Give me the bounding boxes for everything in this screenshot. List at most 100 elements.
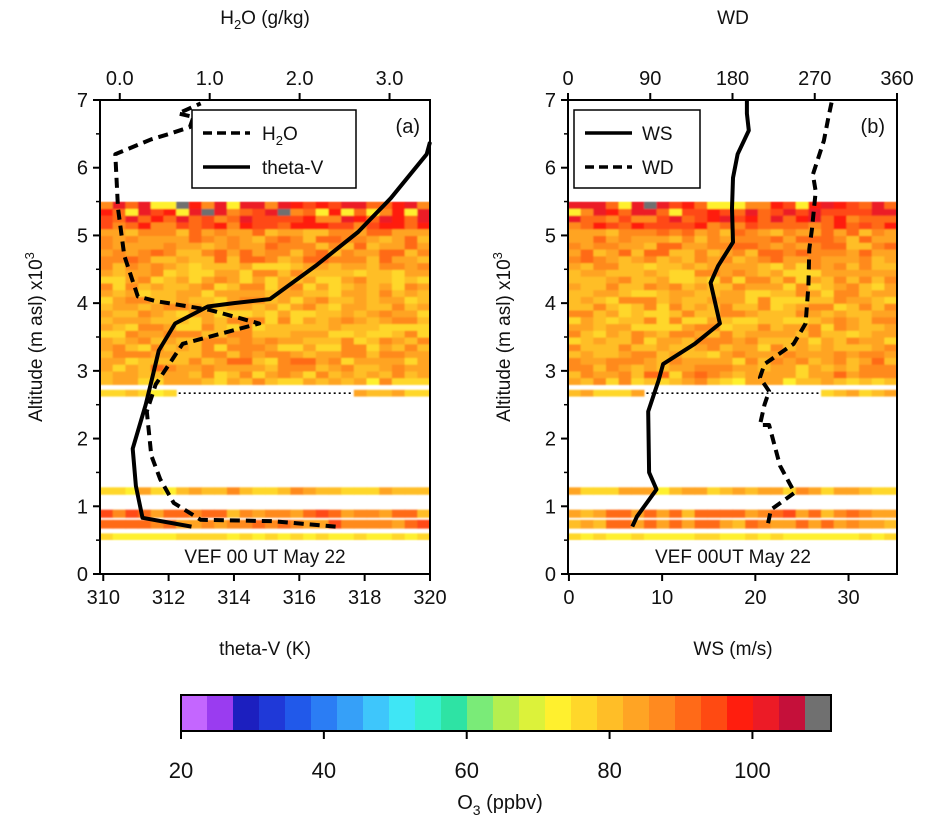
y-tick-label: 7	[545, 90, 556, 112]
panel-a-frame	[99, 99, 431, 575]
x-tick-label: 10	[651, 587, 673, 609]
panel-b-y-axis-title: Altitude (m asl) x103	[490, 252, 515, 422]
panel-a-top-axis-title: H2O (g/kg)	[220, 8, 310, 32]
panel-a-label: (a)	[396, 116, 420, 138]
colorbar-cell	[363, 695, 390, 731]
colorbar-cell	[649, 695, 676, 731]
y-tick-label: 2	[545, 429, 556, 451]
panel-b-top-axis-title: WD	[717, 8, 749, 29]
y-tick-label: 3	[77, 361, 88, 383]
colorbar-cell	[727, 695, 754, 731]
colorbar-cell	[415, 695, 442, 731]
legend-label-ws: WS	[642, 124, 673, 145]
colorbar-cell	[493, 695, 520, 731]
top-tick-label: 2.0	[286, 68, 314, 90]
top-tick-label: 0	[562, 68, 573, 90]
panel-b-series	[630, 99, 835, 528]
panel-a-legend-box	[191, 109, 357, 189]
y-tick-label: 3	[545, 361, 556, 383]
panel-a-legend: H2O theta-V	[191, 109, 357, 189]
colorbar-cell	[467, 695, 494, 731]
panel-b-x-axis-title: WS (m/s)	[693, 639, 772, 660]
colorbar-cell	[285, 695, 312, 731]
panel-a-ticks: 0 1 2 3 4 5 6 7 310 312 314 316 318 320 0.0 1.0 2.0 3.0	[77, 68, 447, 609]
colorbar-tick-label: 80	[597, 758, 621, 783]
panel-a-annotation: VEF 00 UT May 22	[184, 547, 345, 568]
panel-a-x-axis-title: theta-V (K)	[219, 639, 311, 660]
legend-label-theta-v: theta-V	[262, 158, 324, 179]
colorbar-cell	[597, 695, 624, 731]
series-h2o-line	[113, 101, 336, 529]
colorbar-cell	[779, 695, 806, 731]
series-wd-line	[757, 99, 835, 524]
panel-b-annotation: VEF 00UT May 22	[655, 547, 811, 568]
panel-b-legend-box	[573, 109, 701, 189]
y-tick-label: 2	[77, 429, 88, 451]
x-tick-label: 318	[348, 587, 381, 609]
colorbar-cell	[701, 695, 728, 731]
series-ws-line	[630, 100, 751, 528]
top-tick-label: 180	[716, 68, 749, 90]
y-tick-label: 5	[545, 225, 556, 247]
top-tick-label: 1.0	[196, 68, 224, 90]
colorbar-cells	[181, 695, 831, 731]
colorbar-tick-label: 40	[312, 758, 336, 783]
x-tick-label: 314	[217, 587, 250, 609]
y-tick-label: 5	[77, 225, 88, 247]
x-tick-label: 0	[563, 587, 574, 609]
colorbar-cell	[519, 695, 546, 731]
colorbar-ticks: 20 40 60 80 100	[169, 731, 771, 783]
legend-label-wd: WD	[642, 158, 674, 179]
y-tick-label: 6	[77, 158, 88, 180]
y-tick-label: 4	[545, 293, 556, 315]
top-tick-label: 360	[880, 68, 913, 90]
series-theta-v-line	[130, 141, 432, 529]
panel-b-frame	[567, 99, 898, 575]
y-tick-label: 4	[77, 293, 88, 315]
colorbar-frame	[180, 694, 832, 732]
colorbar-tick-label: 20	[169, 758, 193, 783]
x-tick-label: 20	[744, 587, 766, 609]
colorbar-cell	[181, 695, 208, 731]
x-tick-label: 320	[413, 587, 446, 609]
colorbar-cell	[675, 695, 702, 731]
y-tick-label: 0	[545, 564, 556, 586]
y-tick-label: 7	[77, 90, 88, 112]
panel-b-legend: WS WD	[573, 109, 701, 189]
top-tick-label: 90	[639, 68, 661, 90]
top-tick-label: 270	[798, 68, 831, 90]
colorbar-cell	[233, 695, 260, 731]
colorbar-cell	[805, 695, 831, 731]
colorbar-cell	[337, 695, 364, 731]
top-tick-label: 3.0	[376, 68, 404, 90]
colorbar-cell	[389, 695, 416, 731]
y-tick-label: 1	[545, 496, 556, 518]
colorbar-title: O3 (ppbv)	[457, 792, 543, 818]
colorbar-tick-label: 100	[734, 758, 771, 783]
x-tick-label: 30	[837, 587, 859, 609]
x-tick-label: 310	[87, 587, 120, 609]
y-tick-label: 6	[545, 158, 556, 180]
x-tick-label: 312	[152, 587, 185, 609]
colorbar-cell	[207, 695, 234, 731]
colorbar-cell	[259, 695, 286, 731]
y-tick-label: 0	[77, 564, 88, 586]
x-tick-label: 316	[283, 587, 316, 609]
panel-b-label: (b)	[861, 116, 885, 138]
colorbar-tick-label: 60	[454, 758, 478, 783]
colorbar-cell	[753, 695, 780, 731]
colorbar-cell	[623, 695, 650, 731]
colorbar-cell	[441, 695, 468, 731]
top-tick-label: 0.0	[106, 68, 134, 90]
panel-a-ozone-curtain	[100, 201, 431, 541]
panel-a: 0 1 2 3 4 5 6 7 310 312 314 316 318 320 0.0 1.0 2.0 3.0 H…	[22, 8, 447, 660]
ozone-colorbar: 20 40 60 80 100 O3 (ppbv)	[169, 694, 832, 818]
panel-a-y-axis-title: Altitude (m asl) x103	[22, 252, 47, 422]
colorbar-cell	[311, 695, 338, 731]
colorbar-cell	[571, 695, 598, 731]
y-tick-label: 1	[77, 496, 88, 518]
panel-b-ozone-curtain	[568, 201, 898, 541]
